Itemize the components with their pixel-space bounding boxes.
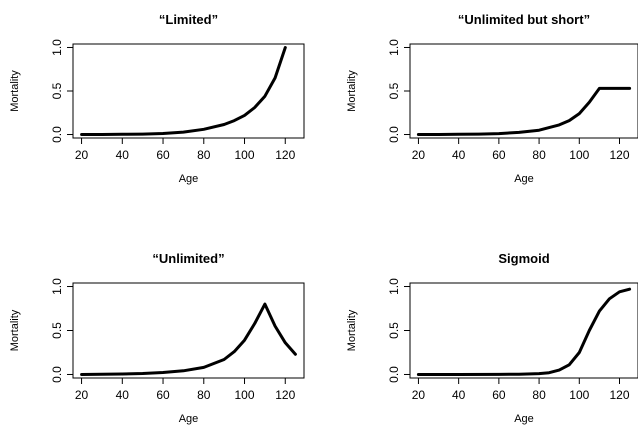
x-tick-label: 40: [452, 148, 466, 162]
chart-title: Sigmoid: [498, 251, 549, 266]
y-tick-label: 0.0: [50, 126, 64, 143]
x-tick-label: 60: [156, 388, 170, 402]
y-tick-label: 0.0: [387, 366, 401, 383]
y-tick-label: 0.0: [387, 126, 401, 143]
x-axis-label: Age: [514, 173, 534, 185]
x-tick-label: 100: [569, 148, 589, 162]
x-tick-label: 20: [412, 148, 426, 162]
x-tick-label: 120: [275, 388, 295, 402]
x-tick-label: 120: [275, 148, 295, 162]
x-axis-label: Age: [514, 413, 534, 425]
y-axis-label: Mortality: [9, 309, 21, 351]
x-tick-label: 120: [609, 388, 629, 402]
x-tick-label: 20: [75, 148, 89, 162]
x-tick-label: 60: [156, 148, 170, 162]
panel-2: “Unlimited but short” 20 40 60 80 100 120 Age 0.…: [346, 12, 638, 185]
y-axis-label: Mortality: [346, 309, 358, 351]
x-tick-label: 80: [532, 388, 546, 402]
plot-frame: [409, 282, 638, 379]
y-tick-label: 1.0: [50, 39, 64, 56]
y-tick-label: 1.0: [387, 39, 401, 56]
x-tick-label: 100: [235, 388, 255, 402]
x-tick-label: 60: [492, 388, 506, 402]
x-tick-label: 40: [116, 148, 130, 162]
x-axis-label: Age: [179, 413, 199, 425]
chart-title: “Limited”: [159, 12, 218, 27]
y-tick-label: 1.0: [50, 278, 64, 295]
x-tick-label: 20: [412, 388, 426, 402]
y-tick-label: 0.0: [50, 366, 64, 383]
plot-frame: [409, 43, 638, 139]
panel-1: “Limited” 20 40 60 80 100 120 Age 0.0 0.5 1.0 Morta…: [9, 12, 305, 185]
panel-4: Sigmoid 20 40 60 80 100 120 Age 0.0 0.5 1.0 Mortali…: [346, 251, 638, 425]
x-tick-label: 40: [452, 388, 466, 402]
x-tick-label: 80: [197, 388, 211, 402]
mortality-curve: [416, 86, 632, 136]
x-tick-label: 120: [609, 148, 629, 162]
panel-3: “Unlimited” 20 40 60 80 100 120 Age 0.0 0.5 1.0 Mor…: [9, 251, 305, 425]
x-tick-label: 60: [492, 148, 506, 162]
x-tick-label: 20: [75, 388, 89, 402]
x-tick-label: 40: [116, 388, 130, 402]
y-axis-label: Mortality: [346, 70, 358, 112]
y-tick-label: 0.5: [50, 82, 64, 99]
mortality-curve: [416, 287, 632, 376]
y-axis-label: Mortality: [9, 70, 21, 112]
chart-title: “Unlimited but short”: [458, 12, 590, 27]
chart-title: “Unlimited”: [152, 251, 224, 266]
mortality-curve: [80, 46, 287, 136]
y-tick-label: 1.0: [387, 278, 401, 295]
plot-frame: [72, 282, 305, 379]
y-tick-label: 0.5: [387, 322, 401, 339]
y-tick-label: 0.5: [387, 82, 401, 99]
x-tick-label: 80: [532, 148, 546, 162]
x-tick-label: 80: [197, 148, 211, 162]
mortality-curve: [80, 302, 297, 376]
x-axis-label: Age: [179, 173, 199, 185]
x-tick-label: 100: [569, 388, 589, 402]
y-tick-label: 0.5: [50, 322, 64, 339]
x-tick-label: 100: [235, 148, 255, 162]
